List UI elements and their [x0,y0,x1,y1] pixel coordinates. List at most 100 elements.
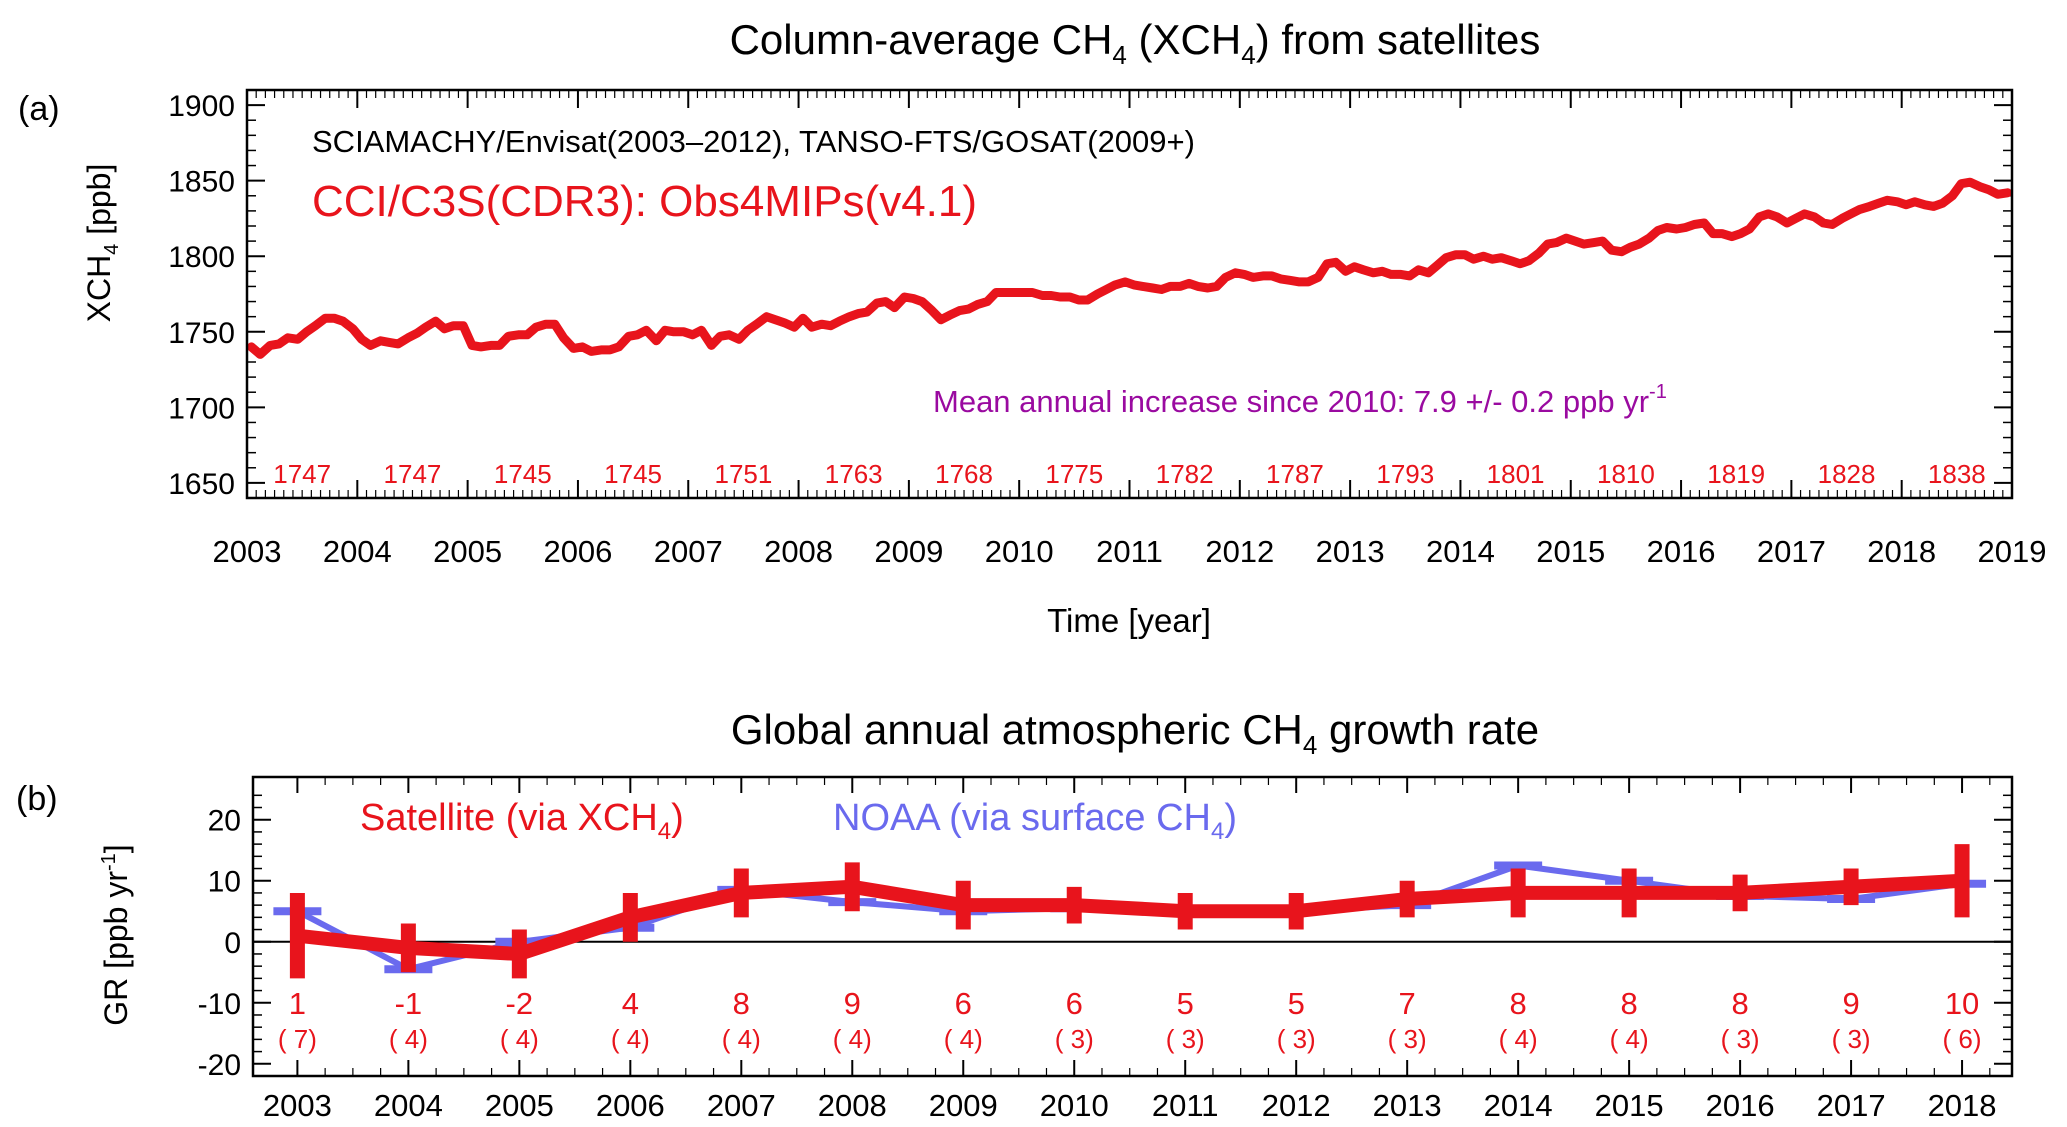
panel-a-annual-mean-label: 1793 [1376,459,1434,489]
panel-a-xtick-label: 2010 [985,534,1054,569]
legend-noaa-part2: ) [1224,797,1237,839]
panel-a-x-axis: 2003 2004 2005 2006 2007 2008 2009 2010 2011 2012… [213,90,2047,569]
panel-a-trend-sup: -1 [1649,381,1667,403]
panel-b-ytick-label: -10 [198,988,241,1021]
satellite-value-label: 6 [955,986,972,1021]
panel-b-xtick-label: 2009 [929,1088,998,1123]
legend-satellite: Satellite (via XCH4) [360,797,684,845]
panel-a-annual-mean-label: 1763 [825,459,883,489]
panel-a-title-part3: ) from satellites [1256,16,1541,63]
panel-a-annual-mean-label: 1838 [1928,459,1986,489]
satellite-value-label: 6 [1066,986,1083,1021]
panel-a-product-text: CCI/C3S(CDR3): Obs4MIPs(v4.1) [312,177,977,226]
panel-a-ylabel-sub: 4 [101,244,123,255]
satellite-error-label: ( 3) [1277,1024,1316,1054]
panel-b-xtick-label: 2008 [818,1088,887,1123]
panel-a-xtick-label: 2009 [874,534,943,569]
panel-b-title-sub: 4 [1303,730,1317,760]
panel-a-ytick-label: 1800 [168,241,235,274]
satellite-error-label: ( 3) [1832,1024,1871,1054]
panel-a-annual-mean-label: 1810 [1597,459,1655,489]
panel-b-xtick-label: 2018 [1928,1088,1997,1123]
satellite-error-label: ( 4) [1499,1024,1538,1054]
panel-b-satellite-series [289,844,1970,979]
panel-a-label: (a) [18,90,60,128]
panel-a-trend-text: Mean annual increase since 2010: 7.9 +/-… [933,381,1667,419]
satellite-error-label: ( 4) [500,1024,539,1054]
panel-b-xtick-label: 2017 [1817,1088,1886,1123]
panel-b: (b) Global annual atmospheric CH4 growth… [16,706,2014,1123]
satellite-value-label: 10 [1945,986,1979,1021]
panel-a-annual-mean-label: 1801 [1487,459,1545,489]
panel-a-frame [245,88,2014,500]
panel-b-ytick-label: 0 [224,927,241,960]
satellite-value-label: 8 [1621,986,1638,1021]
satellite-value-label: -2 [506,986,534,1021]
panel-a-ytick-label: 1850 [168,166,235,199]
satellite-value-label: 9 [1842,986,1859,1021]
panel-a-title-sub1: 4 [1112,40,1126,70]
satellite-error-label: ( 3) [1388,1024,1427,1054]
panel-b-xtick-label: 2005 [485,1088,554,1123]
panel-b-xtick-label: 2015 [1595,1088,1664,1123]
panel-a-xtick-label: 2012 [1205,534,1274,569]
panel-b-xtick-label: 2007 [707,1088,776,1123]
panel-a-xtick-label: 2019 [1978,534,2047,569]
panel-a-xtick-label: 2016 [1647,534,1716,569]
satellite-value-label: 4 [622,986,639,1021]
panel-a-ylabel-part2: [ppb] [81,164,117,244]
panel-a-y-axis: 1650 1700 1750 1800 1850 1900 [168,89,2012,501]
legend-satellite-part1: Satellite (via XCH [360,797,658,839]
satellite-value-label: -1 [395,986,423,1021]
panel-a-xtick-label: 2014 [1426,534,1495,569]
satellite-error-label: ( 4) [722,1024,761,1054]
panel-a-annual-mean-label: 1751 [714,459,772,489]
panel-b-value-labels: 1 -1 -2 4 8 9 6 6 5 5 7 8 8 8 9 10 ( 7) ( 4) ( 4) ( 4) ( 4) (… [278,986,1982,1054]
panel-a-annual-mean-label: 1775 [1045,459,1103,489]
legend-noaa: NOAA (via surface CH4) [833,797,1237,845]
satellite-value-label: 1 [289,986,306,1021]
legend-noaa-part1: NOAA (via surface CH [833,797,1211,839]
panel-a-sensors-text: SCIAMACHY/Envisat(2003–2012), TANSO-FTS/… [312,124,1195,159]
panel-a-ytick-label: 1650 [168,468,235,501]
panel-a-title-part1: Column-average CH [730,16,1113,63]
panel-a-series [246,177,2013,359]
panel-b-ylabel-part2: ] [98,844,134,853]
panel-b-ylabel-part1: GR [ppb yr [98,871,134,1026]
panel-b-title: Global annual atmospheric CH4 growth rat… [731,706,1539,760]
panel-a-xtick-label: 2018 [1867,534,1936,569]
panel-b-xtick-label: 2010 [1040,1088,1109,1123]
panel-b-xtick-label: 2016 [1706,1088,1775,1123]
panel-b-ylabel: GR [ppb yr-1] [98,844,134,1025]
panel-b-title-part2: growth rate [1317,706,1539,753]
panel-a-annual-mean-label: 1745 [604,459,662,489]
panel-a: (a) Column-average CH4 (XCH4) from satel… [18,16,2046,639]
satellite-value-label: 8 [733,986,750,1021]
panel-a-xtick-label: 2008 [764,534,833,569]
satellite-value-label: 5 [1177,986,1194,1021]
satellite-error-label: ( 4) [944,1024,983,1054]
panel-a-ytick-label: 1900 [168,90,235,123]
panel-b-xtick-label: 2013 [1373,1088,1442,1123]
panel-a-annual-mean-label: 1782 [1156,459,1214,489]
panel-b-ytick-label: 10 [208,866,241,899]
panel-b-xtick-label: 2012 [1262,1088,1331,1123]
panel-a-annual-mean-label: 1828 [1818,459,1876,489]
satellite-growth-line [290,873,1970,961]
panel-a-annual-mean-label: 1819 [1707,459,1765,489]
satellite-error-label: ( 3) [1055,1024,1094,1054]
satellite-error-label: ( 3) [1721,1024,1760,1054]
panel-a-title: Column-average CH4 (XCH4) from satellite… [730,16,1541,70]
panel-b-ytick-label: 20 [208,805,241,838]
panel-a-xch4-line [246,177,2013,359]
satellite-error-label: ( 4) [611,1024,650,1054]
satellite-error-label: ( 7) [278,1024,317,1054]
panel-b-ytick-label: -20 [198,1049,241,1082]
panel-a-title-part2: (XCH [1127,16,1241,63]
satellite-value-label: 8 [1731,986,1748,1021]
panel-a-xtick-label: 2011 [1096,534,1163,569]
panel-a-annual-mean-label: 1747 [273,459,331,489]
panel-a-xtick-label: 2003 [213,534,282,569]
panel-a-annual-mean-label: 1787 [1266,459,1324,489]
